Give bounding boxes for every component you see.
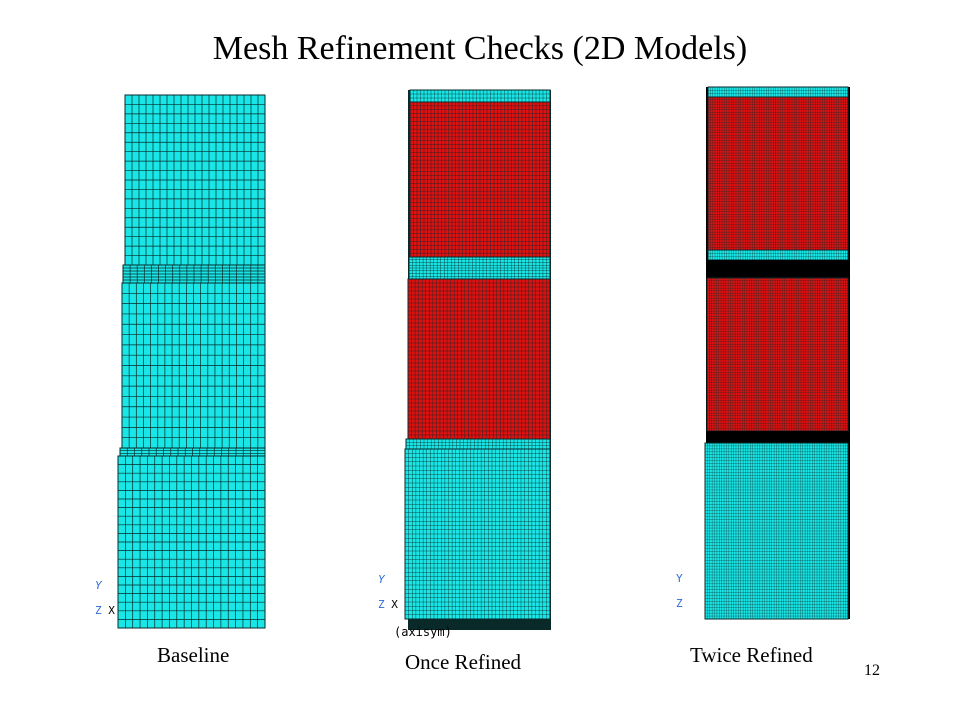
- page-number: 12: [864, 662, 880, 679]
- once-refined-transition-lower-grid: [406, 439, 550, 449]
- once-refined-bottom-block-grid: [405, 449, 550, 619]
- once-refined-transition-upper-grid: [409, 257, 550, 279]
- twice-refined-transition-upper-grid: [708, 250, 848, 260]
- once-refined-axisym-label: (axisym): [394, 625, 452, 639]
- baseline-caption: Baseline: [157, 643, 230, 667]
- baseline-top-block-grid: [125, 95, 265, 265]
- baseline-bottom-block-grid: [118, 456, 265, 628]
- twice-refined-mesh: [704, 86, 850, 620]
- baseline-transition-lower-grid: [120, 448, 265, 456]
- twice-refined-bottom-block-grid: [705, 443, 848, 619]
- baseline-transition-upper-grid: [123, 265, 265, 283]
- once-refined-middle-block-grid: [408, 279, 550, 439]
- twice-refined-caption: Twice Refined: [690, 643, 813, 667]
- once-refined-caption: Once Refined: [405, 650, 522, 674]
- twice-refined-middle-block-grid: [707, 278, 848, 431]
- once-refined-top-block-grid: [410, 102, 550, 257]
- baseline-middle-block-grid: [122, 283, 265, 448]
- twice-refined-axis-triad: Y Z: [676, 572, 683, 610]
- once-refined-mesh: [404, 89, 551, 630]
- slide-title: Mesh Refinement Checks (2D Models): [212, 30, 748, 67]
- once-refined-top-band-grid: [410, 90, 550, 102]
- once-refined-axis-triad: Y Z X: [378, 573, 398, 611]
- baseline-axis-triad: Y Z X: [95, 579, 115, 617]
- twice-refined-top-band-grid: [708, 87, 848, 97]
- baseline-mesh: [117, 94, 266, 629]
- twice-refined-dense-band-lower: [706, 431, 848, 443]
- twice-refined-top-block-grid: [708, 97, 848, 250]
- twice-refined-dense-band-upper: [707, 260, 848, 278]
